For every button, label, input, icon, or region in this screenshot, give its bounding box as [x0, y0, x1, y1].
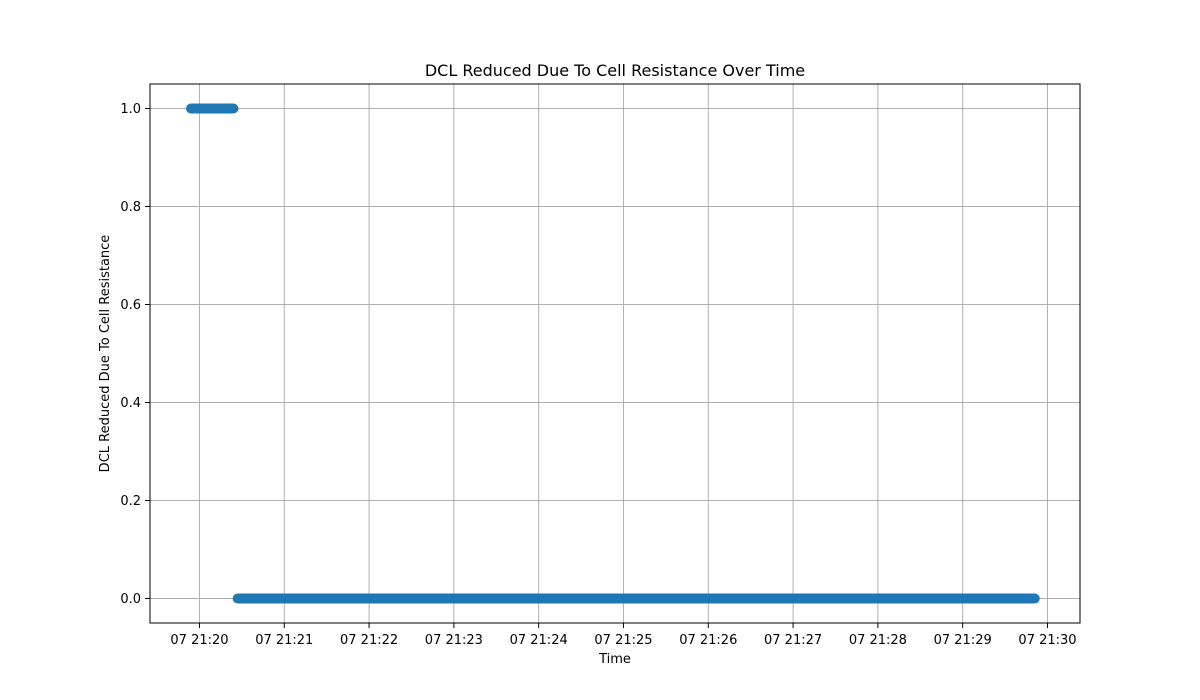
x-tick-label: 07 21:27	[764, 633, 822, 648]
y-axis-label: DCL Reduced Due To Cell Resistance	[98, 235, 113, 473]
x-tick-label: 07 21:28	[849, 633, 907, 648]
y-tick-label: 0.4	[120, 396, 141, 411]
x-tick-label: 07 21:23	[425, 633, 483, 648]
data-marks	[185, 103, 1040, 604]
chart-title: DCL Reduced Due To Cell Resistance Over …	[425, 61, 805, 80]
y-tick-label: 0.8	[120, 200, 141, 215]
x-tick-label: 07 21:26	[679, 633, 737, 648]
x-axis: 07 21:20 07 21:21 07 21:22 07 21:23 07 21:24…	[170, 623, 1077, 648]
y-tick-label: 1.0	[120, 102, 141, 117]
y-axis: 0.0 0.2 0.4 0.6 0.8 1.0	[120, 102, 150, 607]
plot-frame	[149, 83, 1081, 624]
x-tick-label: 07 21:21	[255, 633, 313, 648]
x-tick-label: 07 21:24	[510, 633, 568, 648]
y-tick-label: 0.2	[120, 494, 141, 509]
x-tick-label: 07 21:25	[594, 633, 652, 648]
x-tick-label: 07 21:22	[340, 633, 398, 648]
x-tick-label: 07 21:30	[1018, 633, 1076, 648]
y-tick-label: 0.6	[120, 298, 141, 313]
grid	[150, 84, 1080, 623]
x-axis-label: Time	[598, 652, 631, 667]
x-tick-label: 07 21:29	[934, 633, 992, 648]
y-tick-label: 0.0	[120, 592, 141, 607]
x-tick-label: 07 21:20	[170, 633, 228, 648]
